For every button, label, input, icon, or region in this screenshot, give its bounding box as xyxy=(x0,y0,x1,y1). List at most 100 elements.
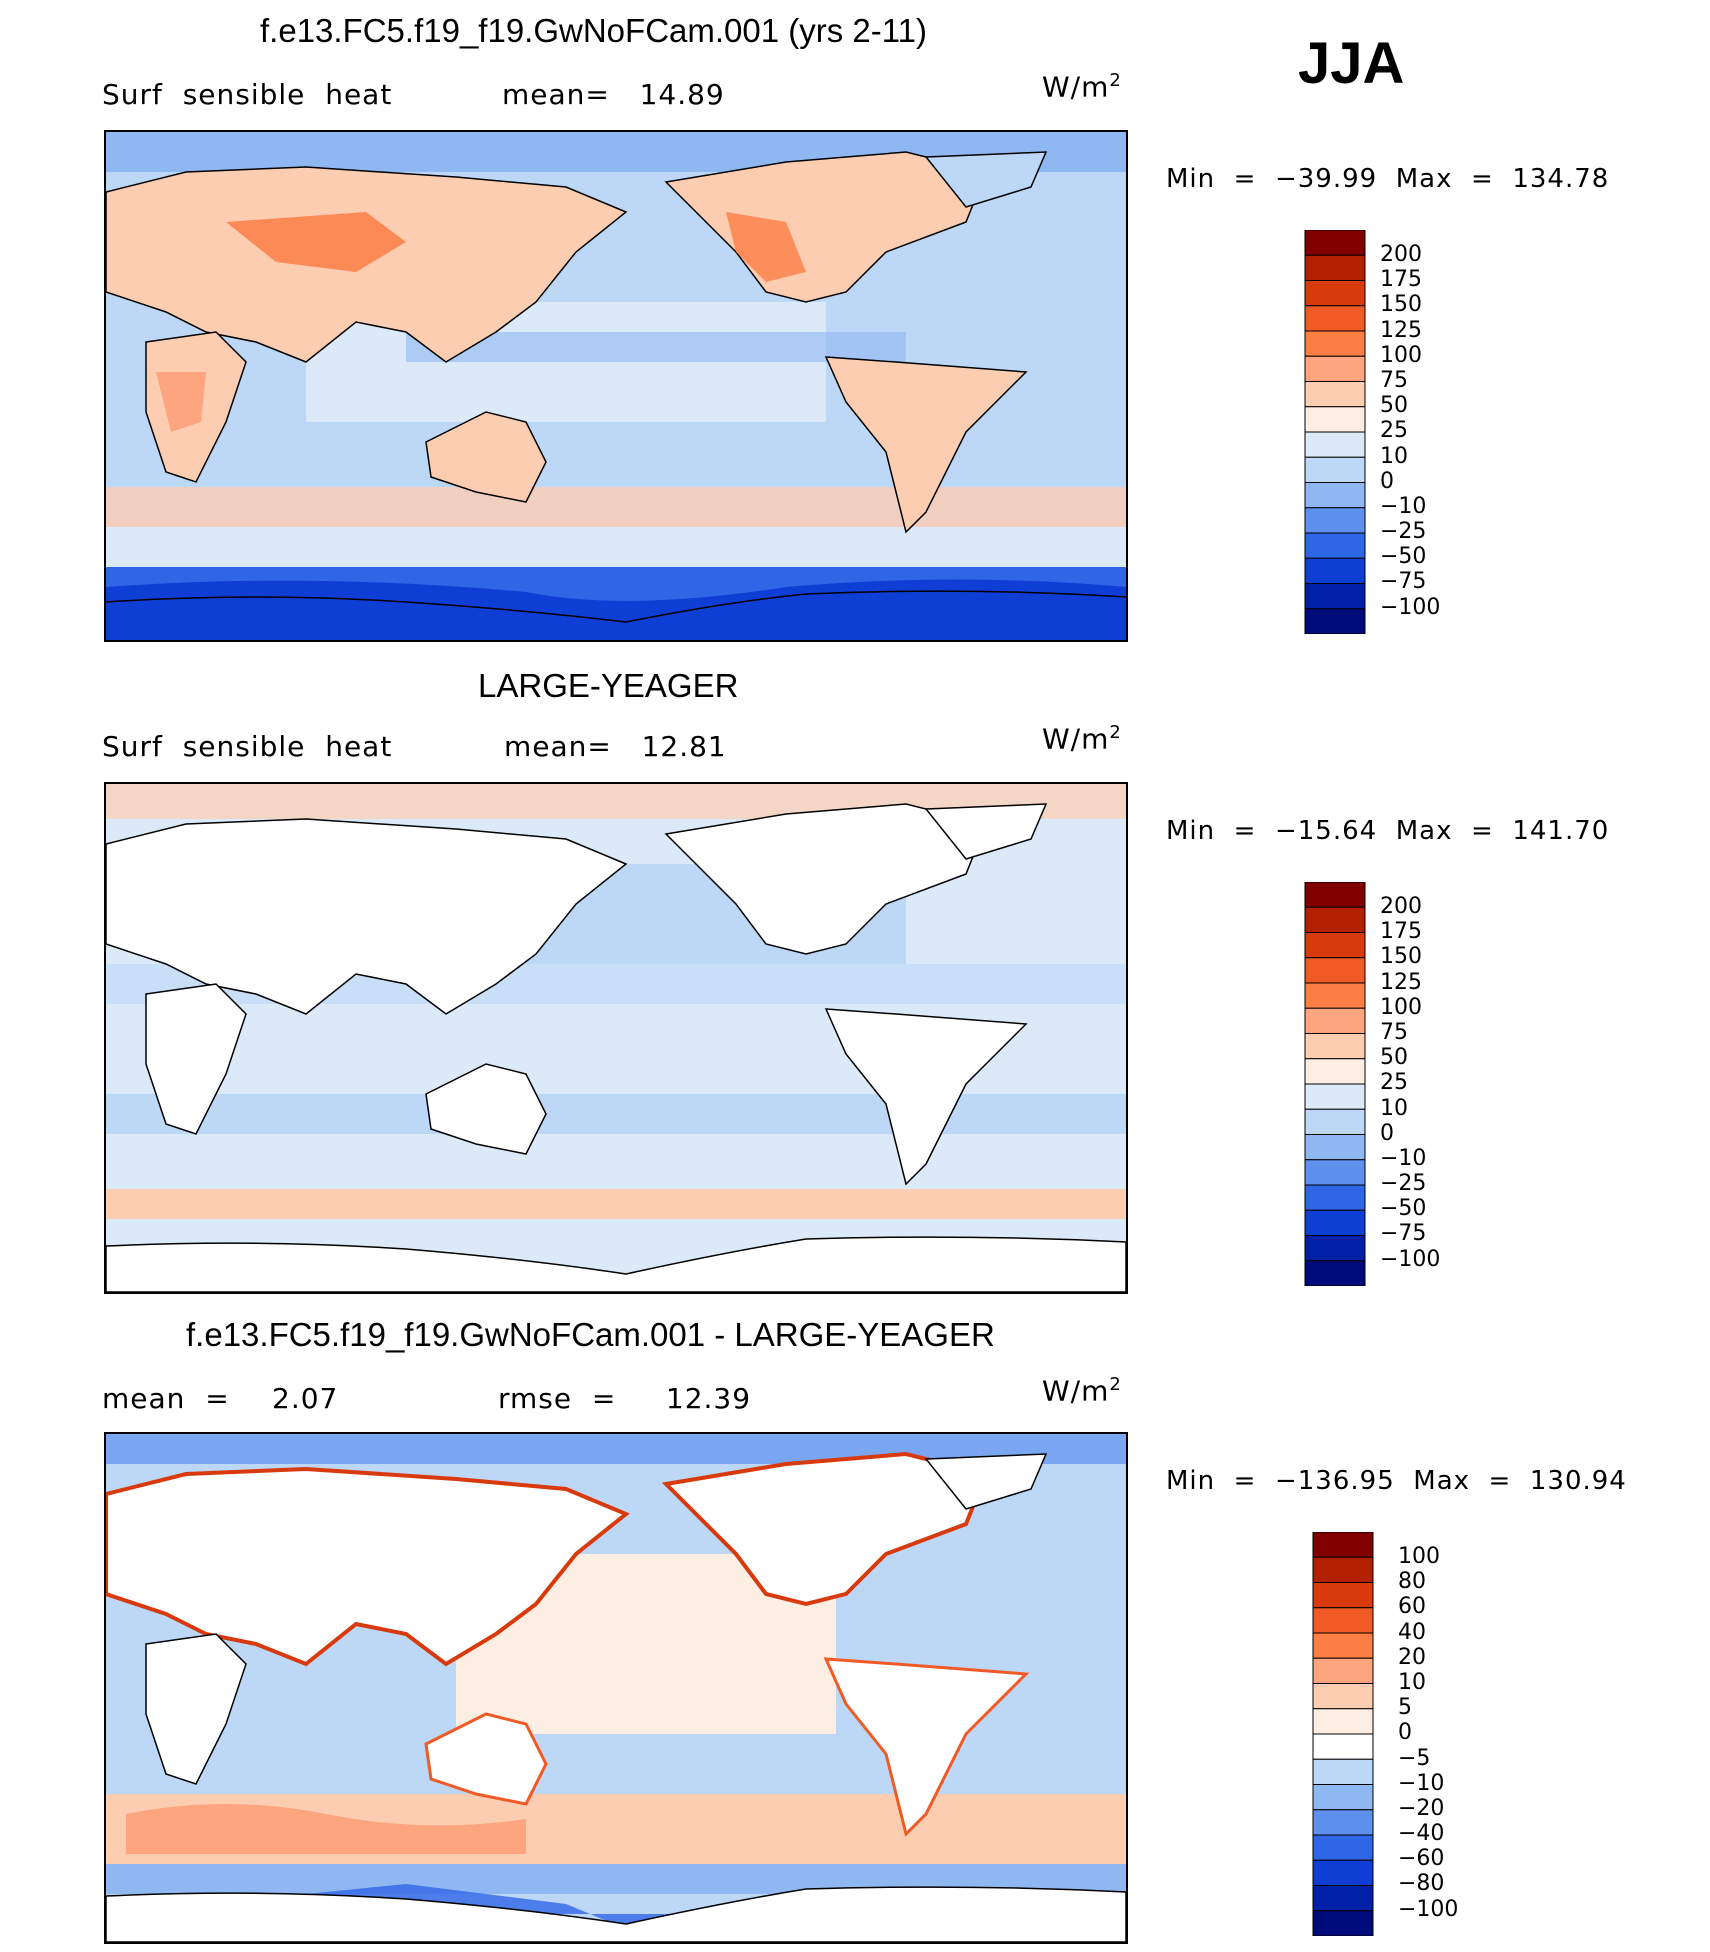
tick-label: −40 xyxy=(1398,1821,1445,1847)
panel3-units: W/m2 xyxy=(1042,1374,1122,1408)
colorbar-swatch xyxy=(1304,1083,1366,1110)
tick-label: 0 xyxy=(1398,1720,1412,1746)
panel2-colorbar-ticks: 200 175 150 125 100 75 50 25 10 0 −10 −2… xyxy=(1380,894,1440,1272)
colorbar-swatch xyxy=(1304,431,1366,458)
tick-label: −20 xyxy=(1398,1795,1445,1821)
colorbar-swatch xyxy=(1304,583,1366,610)
panel3-colorbar xyxy=(1312,1532,1374,1936)
tick-label: 0 xyxy=(1380,468,1394,494)
colorbar-swatch xyxy=(1304,1209,1366,1236)
tick-label: −50 xyxy=(1380,1196,1427,1222)
colorbar-swatch xyxy=(1304,957,1366,984)
panel1-map xyxy=(104,130,1128,642)
tick-label: 100 xyxy=(1398,1544,1440,1569)
panel2-variable: Surf sensible heat xyxy=(102,730,393,763)
tick-label: −10 xyxy=(1380,1145,1427,1171)
tick-label: 5 xyxy=(1398,1695,1412,1721)
colorbar-swatch xyxy=(1304,230,1366,256)
colorbar-swatch xyxy=(1312,1809,1374,1836)
colorbar-swatch xyxy=(1312,1733,1374,1760)
tick-label: 0 xyxy=(1380,1120,1394,1146)
colorbar-swatch xyxy=(1312,1784,1374,1811)
panel2-minmax: Min = −15.64 Max = 141.70 xyxy=(1166,816,1610,846)
tick-label: 60 xyxy=(1398,1594,1426,1620)
colorbar-swatch xyxy=(1304,507,1366,534)
tick-label: 25 xyxy=(1380,1070,1408,1096)
tick-label: −5 xyxy=(1398,1745,1431,1771)
colorbar-swatch xyxy=(1304,1134,1366,1161)
colorbar-swatch xyxy=(1304,608,1366,634)
tick-label: −25 xyxy=(1380,519,1427,545)
tick-label: −50 xyxy=(1380,544,1427,570)
tick-label: 50 xyxy=(1380,393,1408,419)
tick-label: 75 xyxy=(1380,367,1408,393)
tick-label: −75 xyxy=(1380,1221,1427,1247)
panel2-colorbar xyxy=(1304,882,1366,1286)
colorbar-swatch xyxy=(1304,557,1366,584)
colorbar-swatch xyxy=(1304,482,1366,509)
tick-label: 50 xyxy=(1380,1045,1408,1071)
panel1-mean: mean= 14.89 xyxy=(502,78,725,111)
colorbar-swatch xyxy=(1304,1033,1366,1060)
tick-label: −100 xyxy=(1380,594,1441,620)
tick-label: 125 xyxy=(1380,317,1422,343)
tick-label: 10 xyxy=(1398,1669,1426,1695)
colorbar-swatch xyxy=(1304,1235,1366,1262)
panel1-minmax: Min = −39.99 Max = 134.78 xyxy=(1166,164,1610,194)
panel1-variable: Surf sensible heat xyxy=(102,78,393,111)
colorbar-swatch xyxy=(1304,1159,1366,1186)
panel3-minmax: Min = −136.95 Max = 130.94 xyxy=(1166,1466,1627,1496)
colorbar-swatch xyxy=(1304,1007,1366,1034)
tick-label: 200 xyxy=(1380,242,1422,267)
tick-label: 150 xyxy=(1380,292,1422,318)
colorbar-swatch xyxy=(1312,1657,1374,1684)
colorbar-swatch xyxy=(1304,381,1366,408)
panel1-units: W/m2 xyxy=(1042,70,1122,104)
tick-label: 100 xyxy=(1380,342,1422,368)
tick-label: −100 xyxy=(1380,1246,1441,1272)
tick-label: 150 xyxy=(1380,944,1422,970)
colorbar-swatch xyxy=(1312,1834,1374,1861)
tick-label: −10 xyxy=(1398,1770,1445,1796)
panel3-title: f.e13.FC5.f19_f19.GwNoFCam.001 - LARGE-Y… xyxy=(186,1316,995,1353)
panel1-colorbar-ticks: 200 175 150 125 100 75 50 25 10 0 −10 −2… xyxy=(1380,242,1440,620)
tick-label: 10 xyxy=(1380,443,1408,469)
panel2-title: LARGE-YEAGER xyxy=(478,667,739,704)
tick-label: 80 xyxy=(1398,1569,1426,1595)
colorbar-swatch xyxy=(1312,1556,1374,1583)
colorbar-swatch xyxy=(1312,1607,1374,1634)
panel3-rmse: rmse = 12.39 xyxy=(498,1382,752,1415)
tick-label: 10 xyxy=(1380,1095,1408,1121)
colorbar-swatch xyxy=(1304,406,1366,433)
tick-label: 125 xyxy=(1380,969,1422,995)
colorbar-swatch xyxy=(1304,1184,1366,1211)
colorbar-swatch xyxy=(1304,982,1366,1009)
panel1-title: f.e13.FC5.f19_f19.GwNoFCam.001 (yrs 2-11… xyxy=(260,12,927,49)
tick-label: −60 xyxy=(1398,1846,1445,1872)
season-label: JJA xyxy=(1298,31,1405,96)
colorbar-swatch xyxy=(1304,906,1366,933)
colorbar-swatch xyxy=(1304,330,1366,357)
tick-label: 20 xyxy=(1398,1644,1426,1670)
panel2-units: W/m2 xyxy=(1042,722,1122,756)
tick-label: 175 xyxy=(1380,267,1422,293)
tick-label: 200 xyxy=(1380,894,1422,919)
colorbar-swatch xyxy=(1304,305,1366,332)
tick-label: −100 xyxy=(1398,1896,1459,1922)
colorbar-swatch xyxy=(1304,882,1366,908)
tick-label: −10 xyxy=(1380,493,1427,519)
colorbar-swatch xyxy=(1304,254,1366,281)
panel2-mean: mean= 12.81 xyxy=(504,730,727,763)
colorbar-swatch xyxy=(1304,355,1366,382)
tick-label: −25 xyxy=(1380,1171,1427,1197)
colorbar-swatch xyxy=(1312,1532,1374,1558)
panel2-map xyxy=(104,782,1128,1294)
tick-label: 25 xyxy=(1380,418,1408,444)
tick-label: 175 xyxy=(1380,919,1422,945)
panel3-mean-label: mean = xyxy=(102,1382,230,1415)
colorbar-swatch xyxy=(1312,1683,1374,1710)
tick-label: −80 xyxy=(1398,1871,1445,1897)
colorbar-swatch xyxy=(1312,1859,1374,1886)
colorbar-swatch xyxy=(1312,1708,1374,1735)
tick-label: 40 xyxy=(1398,1619,1426,1645)
